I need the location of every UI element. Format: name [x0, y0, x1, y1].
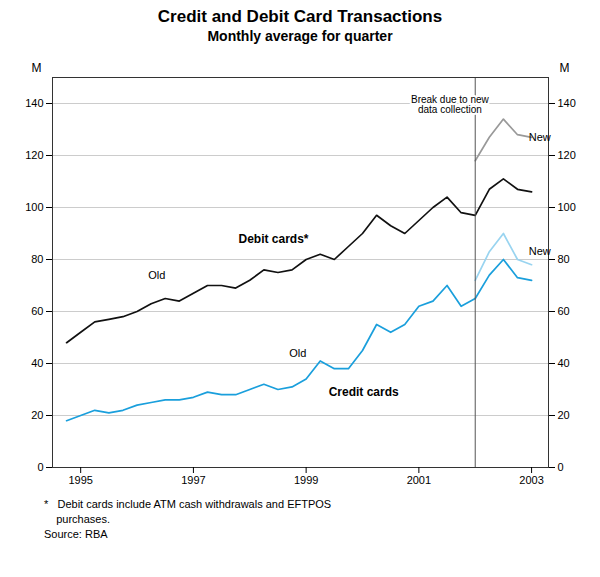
svg-text:2003: 2003	[519, 474, 543, 486]
svg-text:40: 40	[558, 357, 570, 369]
svg-text:60: 60	[31, 305, 43, 317]
svg-text:Break due to newdata collectio: Break due to newdata collection	[411, 94, 490, 115]
svg-text:60: 60	[558, 305, 570, 317]
svg-text:120: 120	[25, 149, 43, 161]
svg-text:1995: 1995	[68, 474, 92, 486]
svg-text:100: 100	[558, 201, 576, 213]
svg-text:100: 100	[25, 201, 43, 213]
svg-text:Old: Old	[148, 269, 165, 281]
html-text:Source: RBA: Source: RBA	[44, 528, 108, 540]
svg-text:Credit cards: Credit cards	[329, 385, 399, 399]
svg-text:80: 80	[558, 253, 570, 265]
svg-text:Old: Old	[289, 347, 306, 359]
html-text:* Debit cards include ATM cash: * Debit cards include ATM cash withdrawa…	[44, 498, 332, 510]
svg-text:2001: 2001	[407, 474, 431, 486]
svg-text:New: New	[529, 245, 551, 257]
html-text:Monthly average for quarter: Monthly average for quarter	[207, 28, 393, 44]
svg-text:140: 140	[558, 97, 576, 109]
svg-text:M: M	[32, 61, 42, 75]
svg-text:Debit cards*: Debit cards*	[239, 232, 309, 246]
html-text:purchases.: purchases.	[44, 513, 110, 525]
svg-text:20: 20	[31, 409, 43, 421]
svg-text:120: 120	[558, 149, 576, 161]
svg-text:1997: 1997	[181, 474, 205, 486]
html-text:Credit and Debit Card Transact: Credit and Debit Card Transactions	[157, 7, 443, 26]
svg-text:New: New	[529, 131, 551, 143]
svg-text:80: 80	[31, 253, 43, 265]
svg-text:140: 140	[25, 97, 43, 109]
svg-text:0: 0	[558, 461, 564, 473]
svg-text:1999: 1999	[294, 474, 318, 486]
svg-text:20: 20	[558, 409, 570, 421]
svg-text:M: M	[560, 61, 570, 75]
svg-text:0: 0	[37, 461, 43, 473]
svg-text:40: 40	[31, 357, 43, 369]
